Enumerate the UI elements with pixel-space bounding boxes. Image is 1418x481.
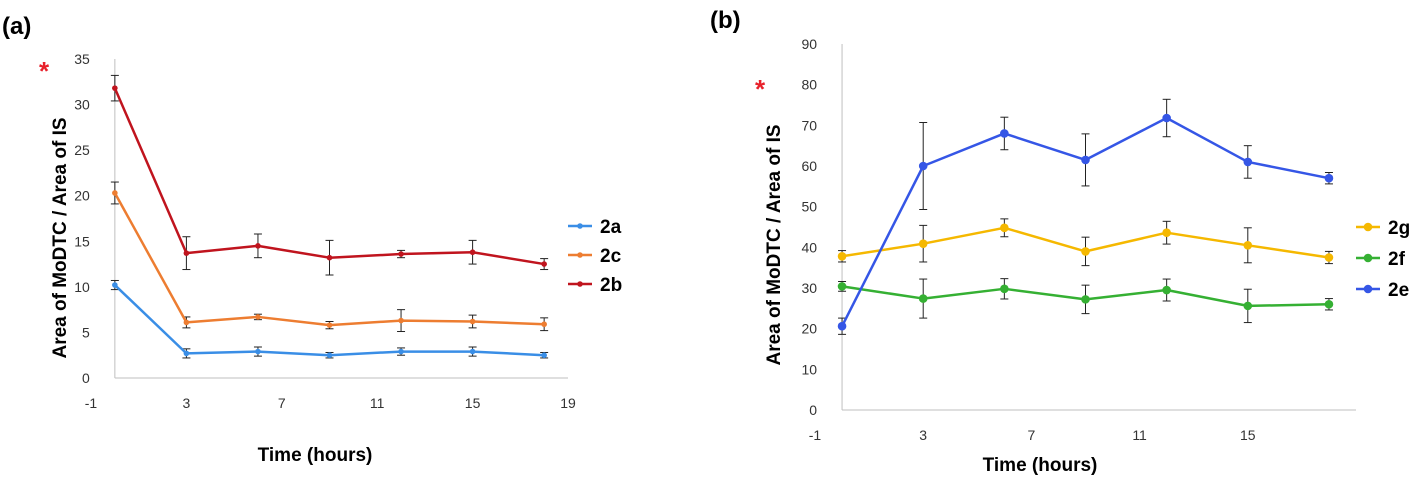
data-point-2c [326, 322, 333, 328]
legend-label-2g: 2g [1388, 218, 1410, 239]
data-point-2e [918, 161, 928, 171]
panel-a-y-axis-title: Area of MoDTC / Area of IS [50, 117, 71, 358]
panel-b-label: (b) [710, 7, 741, 34]
panel-b-y-axis-title: Area of MoDTC / Area of IS [764, 124, 785, 365]
legend-label-2b: 2b [600, 275, 622, 296]
data-point-2a [112, 282, 118, 288]
data-point-2a [398, 348, 404, 355]
y-tick-label: 5 [82, 324, 90, 340]
data-point-2g [1243, 241, 1253, 250]
y-tick-label: 20 [801, 321, 817, 337]
data-point-2f [1324, 299, 1334, 309]
y-tick-label: 60 [801, 158, 817, 174]
x-tick-label: 7 [1028, 427, 1036, 443]
x-tick-label: 11 [1132, 427, 1147, 443]
data-point-2a [326, 352, 333, 359]
x-tick-label: 7 [278, 395, 286, 411]
x-tick-label: 15 [465, 395, 481, 411]
data-point-2e [1324, 173, 1334, 183]
y-tick-label: 20 [74, 188, 90, 204]
legend-label-2c: 2c [600, 246, 622, 267]
data-point-2a [469, 348, 476, 355]
y-tick-label: 15 [74, 233, 90, 249]
panel-b-x-axis-title: Time (hours) [983, 455, 1098, 476]
data-point-2e [1243, 157, 1253, 167]
data-point-2b [326, 254, 333, 261]
x-tick-label: -1 [85, 395, 98, 411]
data-point-2b [469, 249, 476, 256]
data-point-2g [1324, 253, 1334, 262]
legend-swatch-marker [1363, 284, 1373, 294]
panel-a-plot: 0 5 10 15 20 25 30 35 -1 3 7 11 15 19 2a 2c 2b [74, 51, 622, 411]
y-tick-label: 0 [809, 402, 817, 418]
legend-label-2a: 2a [600, 217, 622, 238]
data-point-2c [469, 318, 476, 325]
y-tick-label: 30 [801, 280, 817, 296]
data-point-2e [1162, 113, 1171, 123]
x-tick-label: 15 [1240, 427, 1256, 443]
panel-b-asterisk: * [755, 74, 766, 104]
data-point-2g [918, 239, 928, 248]
data-point-2b [255, 243, 261, 249]
data-point-2g [1162, 228, 1171, 237]
y-tick-label: 80 [801, 77, 817, 93]
series-line-2b [113, 87, 545, 266]
y-tick-label: 35 [74, 51, 90, 67]
y-tick-label: 40 [801, 239, 817, 255]
y-tick-label: 25 [74, 142, 90, 158]
data-point-2b [398, 251, 404, 257]
legend-swatch-marker [1363, 222, 1373, 232]
data-point-2c [183, 319, 190, 326]
data-point-2c [398, 317, 404, 324]
legend-swatch-marker [577, 281, 583, 287]
data-point-2g [1000, 223, 1009, 233]
y-tick-label: 10 [801, 361, 817, 377]
y-tick-label: 90 [801, 36, 817, 52]
data-point-2g [1081, 247, 1090, 256]
legend-label-2e: 2e [1388, 280, 1409, 301]
x-tick-label: 11 [370, 395, 385, 411]
data-point-2e [837, 321, 847, 331]
legend-swatch-marker [577, 223, 583, 229]
y-tick-label: 10 [74, 279, 90, 295]
data-point-2b [541, 261, 547, 267]
data-point-2f [918, 294, 928, 303]
x-tick-label: 19 [560, 395, 576, 411]
panel-b-plot: 0 10 20 30 40 50 60 70 80 90 -1 3 7 11 15 2g 2f 2e [801, 36, 1410, 443]
data-point-2f [1000, 284, 1009, 294]
data-point-2b [183, 250, 190, 256]
legend-swatch-marker [1363, 253, 1373, 263]
legend-label-2f: 2f [1388, 249, 1406, 270]
series-line-2a [113, 284, 545, 357]
x-tick-label: -1 [809, 427, 822, 443]
panel-a-x-axis-title: Time (hours) [258, 445, 373, 466]
data-point-2e [1081, 155, 1090, 165]
x-tick-label: 3 [919, 427, 927, 443]
data-point-2c [255, 314, 261, 320]
data-point-2c [112, 190, 118, 196]
data-point-2c [541, 321, 547, 328]
data-point-2f [837, 282, 847, 291]
y-tick-label: 70 [801, 117, 817, 133]
y-tick-label: 0 [82, 370, 90, 386]
y-tick-label: 50 [801, 199, 817, 215]
data-point-2a [183, 350, 190, 357]
data-point-2b [112, 85, 118, 91]
data-point-2a [255, 348, 261, 355]
data-point-2a [541, 352, 547, 359]
y-tick-label: 30 [74, 97, 90, 113]
data-point-2f [1081, 295, 1090, 304]
x-tick-label: 3 [183, 395, 191, 411]
data-point-2f [1162, 285, 1171, 295]
data-point-2f [1243, 301, 1253, 311]
data-point-2e [1000, 129, 1009, 138]
panel-a-label: (a) [2, 13, 31, 40]
legend-swatch-marker [577, 252, 583, 258]
data-point-2g [837, 251, 847, 261]
panel-a-asterisk: * [39, 56, 50, 86]
